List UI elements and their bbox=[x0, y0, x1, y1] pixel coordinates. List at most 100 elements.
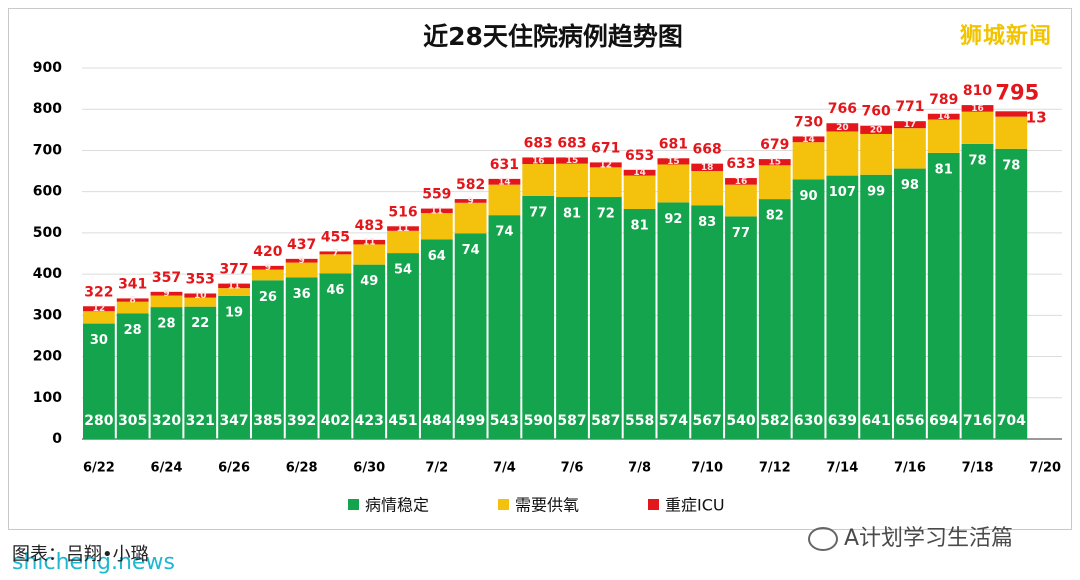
data-label-total: 653 bbox=[625, 148, 654, 164]
legend-swatch bbox=[348, 499, 359, 510]
data-label-oxygen: 77 bbox=[529, 205, 547, 220]
data-label-oxygen: 19 bbox=[225, 305, 243, 320]
data-label-total: 668 bbox=[693, 142, 722, 158]
data-label-total: 483 bbox=[355, 218, 384, 234]
legend-swatch bbox=[648, 499, 659, 510]
data-label-oxygen: 107 bbox=[829, 185, 856, 200]
bar-oxygen bbox=[894, 128, 926, 169]
data-label-icu: 11 bbox=[431, 206, 444, 216]
data-label-total: 730 bbox=[794, 114, 823, 130]
bar-icu bbox=[454, 199, 487, 203]
bar-icu bbox=[927, 113, 960, 120]
x-tick-label: 6/24 bbox=[151, 461, 183, 476]
data-label-stable: 656 bbox=[895, 413, 924, 429]
bar-icu bbox=[522, 157, 555, 165]
bar-icu bbox=[894, 121, 926, 129]
data-label-total: 671 bbox=[591, 140, 620, 156]
y-tick-label: 100 bbox=[33, 390, 62, 406]
y-tick-label: 700 bbox=[33, 142, 62, 158]
bar-oxygen bbox=[218, 288, 250, 296]
wechat-watermark: A计划学习生活篇 bbox=[808, 520, 1013, 552]
data-label-icu: 17 bbox=[904, 120, 917, 130]
bar-stable bbox=[522, 195, 555, 439]
bar-stable bbox=[657, 202, 690, 439]
bar-icu bbox=[995, 111, 1028, 117]
data-label-stable: 392 bbox=[287, 413, 316, 429]
bar-icu bbox=[657, 158, 690, 165]
x-tick-label: 7/20 bbox=[1029, 461, 1061, 476]
bar-oxygen bbox=[319, 254, 352, 274]
data-label-stable: 347 bbox=[219, 413, 248, 429]
x-tick-label: 7/16 bbox=[894, 461, 926, 476]
data-label-icu: 8 bbox=[130, 296, 136, 306]
x-tick-label: 7/10 bbox=[691, 461, 723, 476]
data-label-icu: 11 bbox=[228, 281, 241, 291]
data-label-stable: 423 bbox=[355, 413, 384, 429]
data-label-oxygen: 46 bbox=[326, 283, 344, 298]
x-tick-label: 7/4 bbox=[493, 461, 516, 476]
bar-icu bbox=[83, 306, 115, 312]
data-label-total: 633 bbox=[726, 156, 755, 172]
y-tick-label: 800 bbox=[33, 101, 62, 117]
data-label-oxygen: 54 bbox=[394, 263, 412, 278]
bar-stable bbox=[860, 174, 893, 439]
bar-oxygen bbox=[353, 244, 386, 265]
data-label-oxygen: 36 bbox=[293, 287, 311, 302]
legend-label: 病情稳定 bbox=[365, 496, 429, 515]
chart-credit: 图表：吕翔•小璐 bbox=[12, 544, 149, 565]
bar-stable bbox=[488, 215, 521, 439]
bar-stable bbox=[218, 295, 250, 439]
data-label-stable: 540 bbox=[726, 413, 755, 429]
data-label-total: 683 bbox=[557, 135, 586, 151]
bar-oxygen bbox=[826, 131, 859, 176]
y-tick-label: 900 bbox=[33, 60, 62, 76]
bar-icu bbox=[792, 136, 825, 143]
bar-stable bbox=[725, 216, 757, 439]
data-label-total: 760 bbox=[862, 104, 891, 120]
data-label-oxygen: 74 bbox=[462, 243, 480, 258]
bar-stable bbox=[150, 307, 183, 439]
bar-oxygen bbox=[387, 230, 419, 254]
bar-stable bbox=[420, 239, 453, 439]
data-label-icu: 9 bbox=[299, 256, 305, 266]
bar-oxygen bbox=[150, 295, 183, 308]
bar-icu bbox=[589, 162, 622, 168]
data-label-total: 582 bbox=[456, 177, 485, 193]
bar-stable bbox=[83, 323, 115, 439]
data-label-icu: 16 bbox=[971, 104, 984, 114]
bar-oxygen bbox=[184, 297, 217, 307]
data-label-total: 681 bbox=[659, 136, 688, 152]
bar-oxygen bbox=[420, 213, 453, 240]
data-label-icu: 16 bbox=[735, 177, 748, 187]
bar-oxygen bbox=[589, 167, 622, 198]
y-tick-label: 500 bbox=[33, 225, 62, 241]
data-label-oxygen: 99 bbox=[867, 184, 885, 199]
legend-label: 重症ICU bbox=[665, 496, 725, 515]
site-watermark: shicheng.news bbox=[12, 550, 175, 575]
data-label-total: 357 bbox=[152, 270, 181, 286]
data-label-oxygen: 81 bbox=[563, 207, 581, 222]
data-label-icu: 9 bbox=[265, 263, 271, 273]
data-label-icu: 14 bbox=[802, 135, 815, 145]
bar-oxygen bbox=[792, 142, 825, 180]
data-label-total: 322 bbox=[84, 284, 113, 300]
data-label-stable: 639 bbox=[828, 413, 857, 429]
bar-stable bbox=[184, 306, 217, 439]
data-label-icu: 18 bbox=[701, 163, 714, 173]
data-label-icu: 14 bbox=[633, 168, 646, 178]
bar-icu bbox=[556, 157, 588, 164]
data-label-total: 771 bbox=[895, 99, 924, 115]
bar-oxygen bbox=[454, 202, 487, 234]
data-label-total: 766 bbox=[828, 101, 857, 117]
bar-oxygen bbox=[927, 119, 960, 153]
data-label-oxygen: 64 bbox=[428, 249, 446, 264]
bar-oxygen bbox=[251, 269, 284, 281]
y-tick-label: 600 bbox=[33, 184, 62, 200]
data-label-stable: 587 bbox=[557, 413, 586, 429]
bar-icu bbox=[319, 251, 352, 255]
data-label-total: 683 bbox=[524, 135, 553, 151]
data-label-total: 455 bbox=[321, 229, 350, 245]
bar-oxygen bbox=[488, 184, 521, 216]
chart-frame bbox=[8, 8, 1072, 530]
data-label-oxygen: 28 bbox=[157, 317, 175, 332]
